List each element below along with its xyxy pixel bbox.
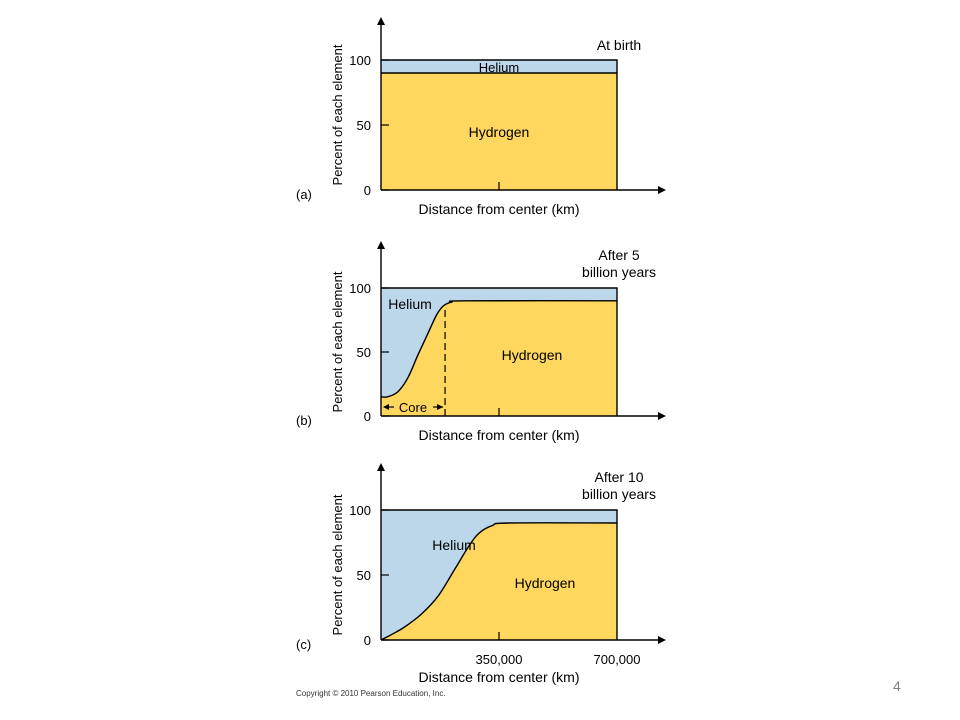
panel-label: (c) — [296, 637, 311, 652]
y-axis-arrow — [377, 17, 385, 25]
time-annotation: After 10 — [594, 469, 643, 485]
y-tick-label: 0 — [364, 183, 371, 198]
hydrogen-helium-boundary — [380, 300, 618, 398]
series-label-hydrogen: Hydrogen — [502, 347, 563, 363]
hydrogen-area — [381, 73, 617, 190]
series-label-helium: Helium — [479, 60, 519, 75]
y-axis-label: Percent of each element — [330, 494, 345, 635]
y-axis-label: Percent of each element — [330, 271, 345, 412]
time-annotation: billion years — [582, 264, 656, 280]
y-tick-label: 50 — [357, 345, 371, 360]
plot-frame — [381, 509, 618, 640]
y-tick-label: 50 — [357, 568, 371, 583]
series-label-hydrogen: Hydrogen — [515, 575, 576, 591]
x-axis-arrow — [658, 186, 666, 194]
core-arrow-left — [383, 404, 389, 410]
copyright-text: Copyright © 2010 Pearson Education, Inc. — [296, 689, 446, 698]
x-axis-label: Distance from center (km) — [418, 201, 579, 217]
y-axis-arrow — [377, 241, 385, 249]
chart-panel-3: 0 50 100 350,000 700,000 Distance from center… — [296, 463, 666, 685]
hydrogen-area — [381, 300, 617, 416]
x-axis-arrow — [658, 636, 666, 644]
y-axis-arrow — [377, 463, 385, 471]
chart-panel-2: 0 50 100 Distance from center (km) Percent o… — [296, 241, 666, 443]
series-label-helium: Helium — [388, 296, 432, 312]
x-tick-label: 350,000 — [476, 652, 523, 667]
hydrogen-area — [381, 522, 617, 640]
panel-label: (b) — [296, 413, 312, 428]
core-label: Core — [399, 400, 427, 415]
x-axis-label: Distance from center (km) — [418, 427, 579, 443]
x-axis-label: Distance from center (km) — [418, 669, 579, 685]
y-tick-label: 100 — [349, 503, 371, 518]
time-annotation: After 5 — [598, 247, 639, 263]
x-tick-label: 700,000 — [594, 652, 641, 667]
hydrogen-helium-boundary — [380, 522, 618, 641]
page-number: 4 — [893, 678, 901, 694]
plot-frame — [381, 287, 618, 416]
y-tick-label: 50 — [357, 118, 371, 133]
panel-label: (a) — [296, 187, 312, 202]
plot-frame — [381, 59, 618, 190]
x-axis-arrow — [658, 412, 666, 420]
series-label-hydrogen: Hydrogen — [469, 124, 530, 140]
chart-panel-1: 0 50 100 Distance from center (km) Percent o… — [296, 17, 666, 217]
core-arrow-right — [437, 404, 444, 410]
time-annotation: billion years — [582, 486, 656, 502]
y-tick-label: 100 — [349, 53, 371, 68]
y-tick-label: 0 — [364, 633, 371, 648]
y-tick-label: 0 — [364, 409, 371, 424]
series-label-helium: Helium — [432, 537, 476, 553]
y-tick-label: 100 — [349, 281, 371, 296]
y-axis-label: Percent of each element — [330, 44, 345, 185]
time-annotation: At birth — [597, 37, 641, 53]
